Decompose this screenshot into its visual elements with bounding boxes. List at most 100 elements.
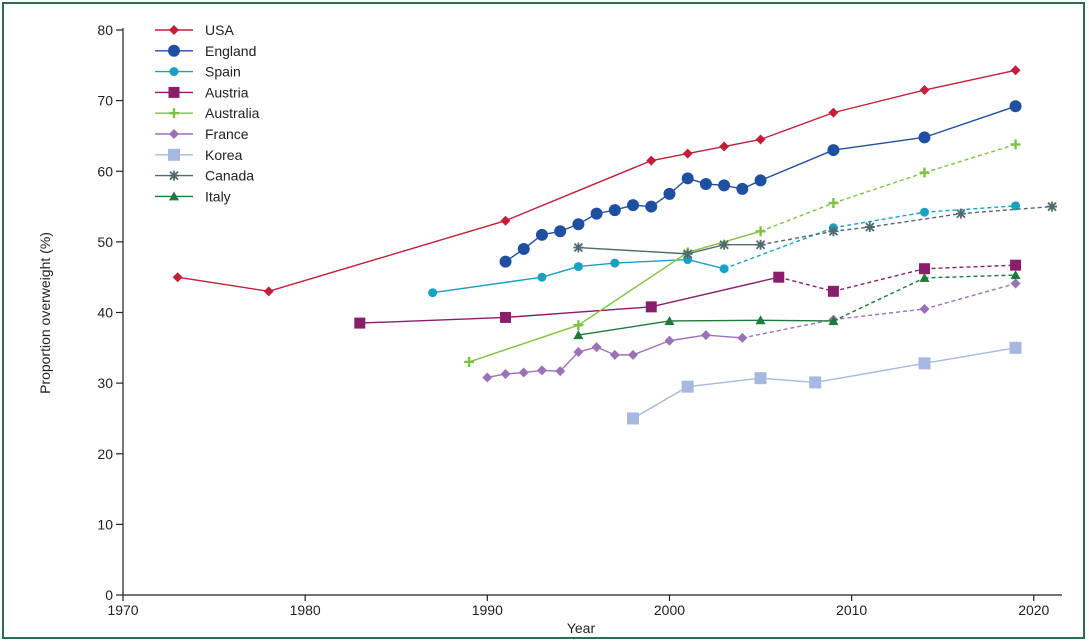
- series-usa: [172, 65, 1021, 297]
- y-tick-label: 50: [97, 234, 113, 250]
- data-point: [169, 191, 179, 201]
- data-point: [500, 368, 511, 379]
- series-canada: [573, 201, 1057, 259]
- circle-marker: [428, 288, 438, 298]
- diamond-marker: [169, 129, 179, 139]
- canada-line-segment: [578, 246, 688, 255]
- spain-line-segment: [541, 265, 579, 278]
- circle-marker: [535, 228, 548, 241]
- korea-line-segment: [924, 347, 1016, 365]
- data-point: [573, 320, 584, 331]
- triangle-marker: [828, 315, 839, 325]
- circle-marker: [169, 67, 179, 77]
- data-point: [500, 311, 512, 323]
- square-marker: [754, 372, 767, 385]
- data-point: [919, 207, 929, 217]
- x-tick-label: 2000: [654, 602, 685, 618]
- data-point: [499, 255, 512, 268]
- data-point: [1011, 201, 1021, 211]
- plus-marker: [919, 167, 930, 178]
- data-point: [699, 177, 712, 190]
- diamond-marker: [737, 332, 748, 343]
- spain-line-segment: [687, 258, 725, 270]
- data-point: [663, 187, 676, 200]
- data-point: [555, 366, 566, 377]
- data-point: [573, 242, 584, 253]
- data-point: [573, 330, 584, 340]
- data-point: [664, 315, 675, 325]
- data-point: [719, 141, 730, 152]
- data-point: [646, 155, 657, 166]
- austria-line-segment: [359, 316, 506, 324]
- austria-line-segment: [924, 264, 1016, 270]
- data-point: [918, 263, 930, 275]
- data-point: [664, 335, 675, 346]
- data-point: [628, 349, 639, 360]
- data-point: [754, 372, 767, 385]
- triangle-marker: [1010, 270, 1021, 280]
- diamond-marker: [172, 272, 183, 283]
- usa-line-segment: [177, 276, 269, 293]
- data-point: [919, 303, 930, 314]
- circle-marker: [608, 204, 621, 217]
- plus-marker: [828, 198, 839, 209]
- austria-line-segment: [505, 306, 652, 319]
- circle-marker: [537, 272, 547, 282]
- circle-marker: [699, 177, 712, 190]
- data-point: [537, 272, 547, 282]
- data-point: [827, 285, 839, 297]
- diamond-marker: [591, 342, 602, 353]
- data-point: [828, 107, 839, 118]
- data-point: [554, 225, 567, 238]
- diamond-marker: [555, 366, 566, 377]
- x-tick-label: 1980: [290, 602, 321, 618]
- italy-line-segment: [578, 320, 670, 336]
- square-marker: [1010, 259, 1022, 271]
- square-marker: [827, 285, 839, 297]
- series-italy: [573, 270, 1021, 340]
- data-point: [700, 330, 711, 341]
- legend-label: England: [205, 43, 256, 59]
- data-point: [610, 258, 620, 268]
- star-marker: [755, 239, 766, 250]
- x-tick-label: 2020: [1018, 602, 1049, 618]
- circle-marker: [573, 262, 583, 272]
- data-point: [827, 144, 840, 157]
- data-point: [1010, 278, 1021, 289]
- korea-line-segment: [632, 386, 689, 420]
- data-point: [1009, 100, 1022, 113]
- data-point: [168, 44, 180, 57]
- circle-marker: [627, 199, 640, 212]
- star-marker: [682, 248, 693, 259]
- x-tick-label: 2010: [836, 602, 867, 618]
- spain-line-segment: [723, 227, 834, 270]
- italy-line-segment: [833, 277, 925, 322]
- circle-marker: [499, 255, 512, 268]
- canada-line-segment: [869, 212, 962, 228]
- austria-line-segment: [833, 268, 925, 292]
- data-point: [918, 357, 931, 370]
- circle-marker: [572, 218, 585, 231]
- italy-line-segment: [760, 319, 834, 322]
- data-point: [572, 218, 585, 231]
- series-layer: [172, 65, 1057, 425]
- square-marker: [918, 357, 931, 370]
- plus-marker: [169, 108, 179, 119]
- legend-label: France: [205, 126, 249, 142]
- square-marker: [168, 86, 180, 98]
- legend-label: Australia: [205, 105, 260, 121]
- legend-item-usa: USA: [155, 22, 234, 38]
- diamond-marker: [682, 148, 693, 159]
- spain-line-segment: [833, 211, 925, 229]
- data-point: [169, 67, 179, 77]
- italy-line-segment: [669, 319, 761, 322]
- data-point: [809, 376, 822, 389]
- australia-line-segment: [468, 324, 579, 363]
- diamond-marker: [1010, 65, 1021, 76]
- axes: 0 10 20 30 40 50 60 70 80 1970 1980 1990 2000 2010 202…: [97, 22, 1062, 618]
- data-point: [573, 262, 583, 272]
- data-point: [828, 226, 839, 237]
- star-marker: [864, 222, 875, 233]
- data-point: [169, 170, 179, 181]
